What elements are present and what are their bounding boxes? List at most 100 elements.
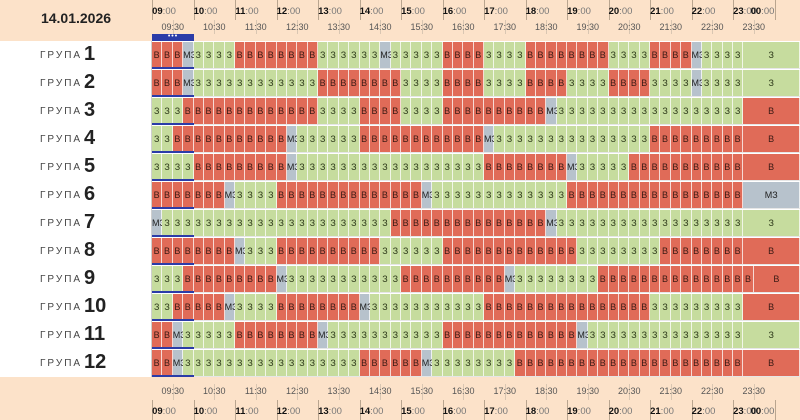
time-slot-cell[interactable]: З <box>224 210 235 236</box>
time-slot-cell[interactable]: В <box>515 210 526 236</box>
time-slot-cell[interactable]: В <box>473 238 484 264</box>
time-slot-cell[interactable]: З <box>380 210 391 236</box>
time-slot-cell[interactable]: З <box>650 238 661 264</box>
time-slot-cell[interactable]: В <box>556 70 567 96</box>
time-slot-cell[interactable]: З <box>535 182 547 208</box>
time-slot-cell[interactable]: В <box>463 98 474 124</box>
time-slot-cell[interactable]: З <box>172 210 184 236</box>
time-slot-cell[interactable]: В <box>577 182 588 208</box>
time-slot-cell[interactable]: В <box>525 350 536 376</box>
time-slot-cell[interactable]: З <box>691 98 702 124</box>
time-slot-cell[interactable]: В <box>504 210 516 236</box>
time-slot-cell[interactable]: З <box>307 210 318 236</box>
time-slot-cell[interactable]: МЗ <box>421 350 435 376</box>
time-slot-cell[interactable]: З <box>338 350 350 376</box>
time-slot-cell[interactable]: З <box>577 210 588 236</box>
time-slot-cell[interactable]: МЗ <box>224 182 238 208</box>
time-slot-cell[interactable]: В <box>650 266 661 292</box>
time-slot-cell[interactable]: В <box>452 210 464 236</box>
time-slot-cell[interactable]: З <box>266 70 277 96</box>
time-slot-cell[interactable]: МЗ <box>577 322 590 348</box>
time-slot-cell[interactable]: МЗ <box>359 294 372 320</box>
time-slot-cell[interactable]: В <box>567 322 578 348</box>
time-slot-cell[interactable]: МЗ <box>743 182 800 208</box>
time-slot-cell[interactable]: З <box>484 182 495 208</box>
time-slot-cell[interactable]: В <box>255 154 267 180</box>
time-slot-cell[interactable]: З <box>411 154 422 180</box>
time-slot-cell[interactable]: З <box>722 70 733 96</box>
time-slot-cell[interactable]: МЗ <box>276 266 289 292</box>
time-slot-cell[interactable]: В <box>255 322 267 348</box>
time-slot-cell[interactable]: В <box>525 42 536 68</box>
time-slot-cell[interactable]: В <box>639 294 650 320</box>
time-slot-cell[interactable]: З <box>515 266 526 292</box>
time-slot-cell[interactable]: З <box>328 154 339 180</box>
time-slot-cell[interactable]: З <box>359 266 370 292</box>
time-slot-cell[interactable]: В <box>286 98 298 124</box>
group-label[interactable]: ГРУПА 7 <box>0 209 152 237</box>
time-slot-cell[interactable]: В <box>650 126 661 152</box>
time-slot-cell[interactable]: В <box>411 350 422 376</box>
time-slot-cell[interactable]: З <box>266 182 277 208</box>
time-slot-cell[interactable]: З <box>276 350 287 376</box>
time-slot-cell[interactable]: З <box>214 322 225 348</box>
time-slot-cell[interactable]: З <box>650 210 661 236</box>
time-slot-cell[interactable]: З <box>369 154 381 180</box>
time-slot-cell[interactable]: В <box>587 294 599 320</box>
time-slot-cell[interactable]: З <box>463 294 474 320</box>
time-slot-cell[interactable]: З <box>152 154 163 180</box>
time-slot-cell[interactable]: З <box>701 322 713 348</box>
time-slot-cell[interactable]: В <box>556 322 567 348</box>
time-slot-cell[interactable]: В <box>535 294 547 320</box>
time-slot-cell[interactable]: З <box>463 182 474 208</box>
time-slot-cell[interactable]: З <box>452 350 464 376</box>
time-slot-cell[interactable]: З <box>733 322 744 348</box>
time-slot-cell[interactable]: В <box>525 322 536 348</box>
time-slot-cell[interactable]: З <box>359 154 370 180</box>
time-slot-cell[interactable]: В <box>266 98 277 124</box>
time-slot-cell[interactable]: З <box>369 210 381 236</box>
time-slot-cell[interactable]: З <box>629 210 640 236</box>
time-slot-cell[interactable]: В <box>369 182 381 208</box>
time-slot-cell[interactable]: З <box>266 294 277 320</box>
time-slot-cell[interactable]: В <box>224 154 235 180</box>
time-slot-cell[interactable]: В <box>359 350 370 376</box>
time-slot-cell[interactable]: В <box>650 154 661 180</box>
time-slot-cell[interactable]: В <box>463 126 474 152</box>
time-slot-cell[interactable]: В <box>691 238 702 264</box>
time-slot-cell[interactable]: В <box>401 126 412 152</box>
time-slot-cell[interactable]: В <box>525 238 536 264</box>
time-slot-cell[interactable]: З <box>421 322 433 348</box>
time-slot-cell[interactable]: В <box>369 238 381 264</box>
time-slot-cell[interactable]: В <box>452 126 464 152</box>
time-slot-cell[interactable]: З <box>598 154 609 180</box>
time-slot-cell[interactable]: З <box>214 350 225 376</box>
time-slot-cell[interactable]: З <box>224 70 235 96</box>
time-slot-cell[interactable]: В <box>452 266 464 292</box>
time-slot-cell[interactable]: МЗ <box>691 42 704 68</box>
time-slot-cell[interactable]: З <box>577 98 588 124</box>
time-slot-cell[interactable]: В <box>618 70 630 96</box>
time-slot-cell[interactable]: В <box>484 238 495 264</box>
time-slot-cell[interactable]: В <box>608 350 619 376</box>
time-slot-cell[interactable]: З <box>494 126 505 152</box>
time-slot-cell[interactable]: З <box>618 322 630 348</box>
time-slot-cell[interactable]: З <box>660 70 671 96</box>
time-slot-cell[interactable]: З <box>463 350 474 376</box>
time-slot-cell[interactable]: З <box>629 238 640 264</box>
time-slot-cell[interactable]: З <box>338 98 350 124</box>
time-slot-cell[interactable]: В <box>484 98 495 124</box>
time-slot-cell[interactable]: З <box>567 126 578 152</box>
time-slot-cell[interactable]: З <box>349 98 360 124</box>
time-slot-cell[interactable]: В <box>712 266 723 292</box>
time-slot-cell[interactable]: В <box>276 154 287 180</box>
time-slot-cell[interactable]: З <box>556 266 567 292</box>
time-slot-cell[interactable]: З <box>722 42 733 68</box>
time-slot-cell[interactable]: В <box>442 322 453 348</box>
time-slot-cell[interactable]: В <box>691 182 702 208</box>
time-slot-cell[interactable]: В <box>401 182 412 208</box>
time-slot-cell[interactable]: З <box>390 238 401 264</box>
time-slot-cell[interactable]: В <box>203 154 215 180</box>
time-slot-cell[interactable]: МЗ <box>235 238 248 264</box>
time-slot-cell[interactable]: В <box>286 238 298 264</box>
